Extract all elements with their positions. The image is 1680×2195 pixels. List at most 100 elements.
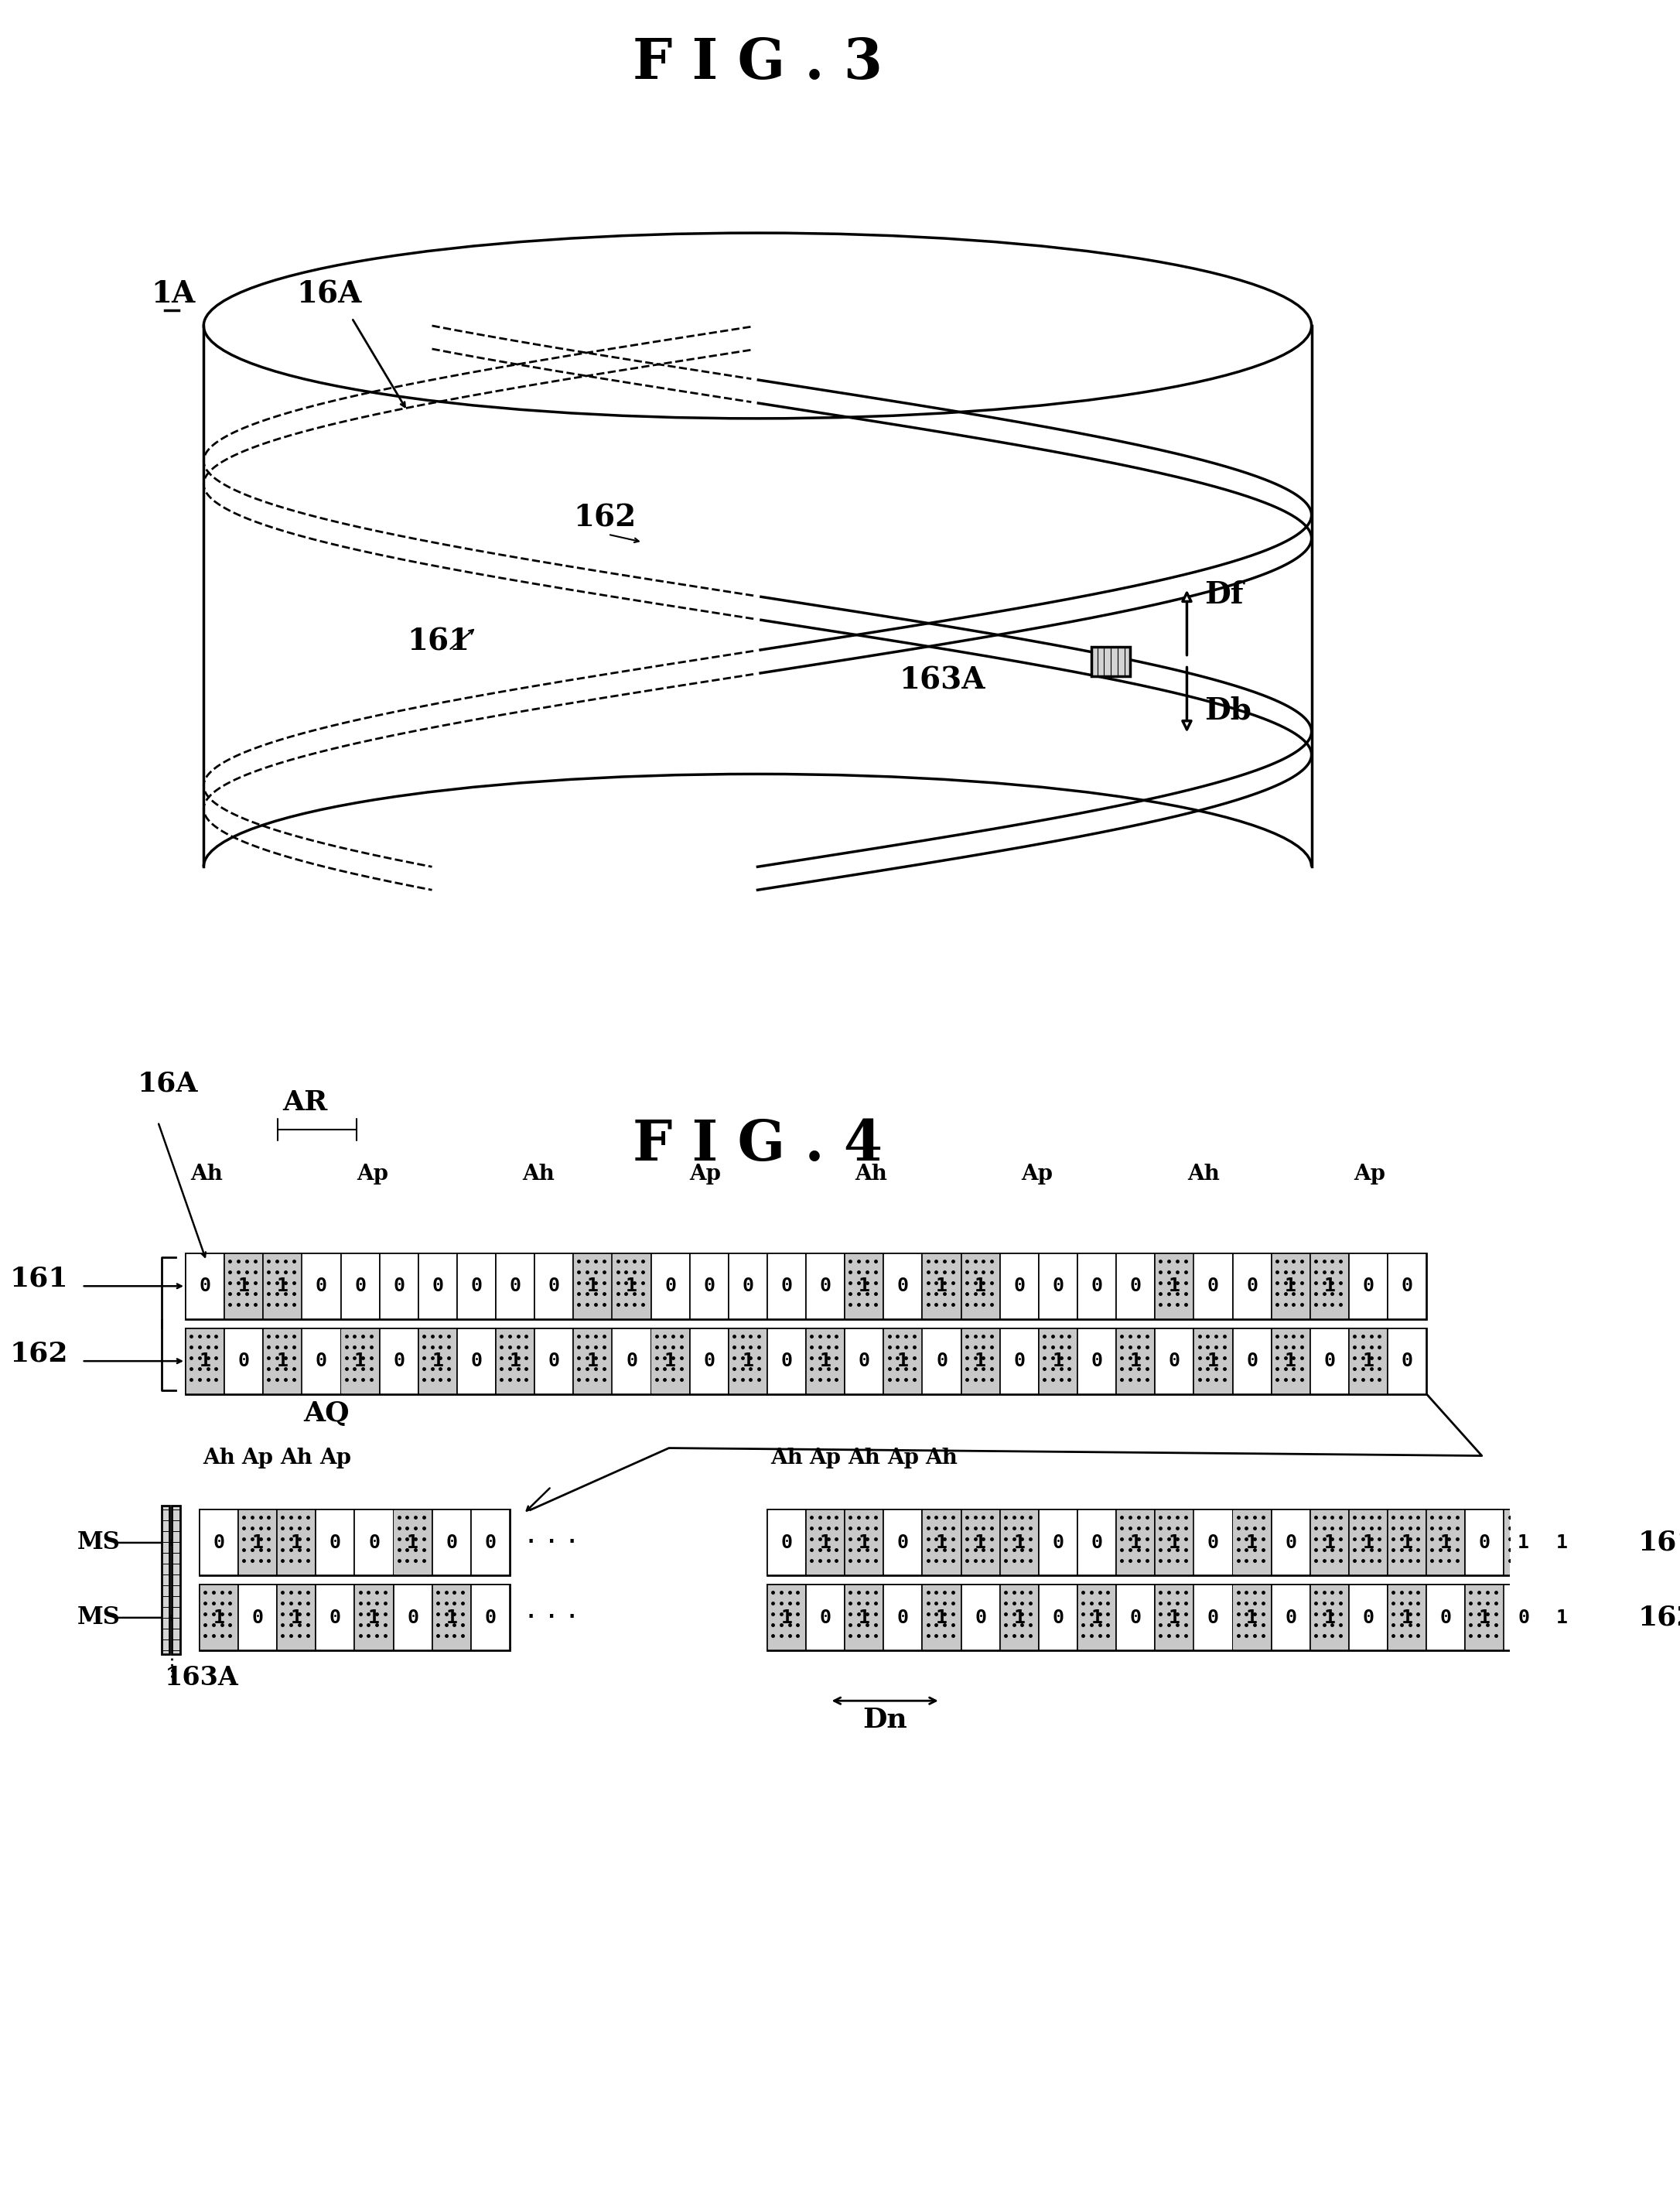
- Text: 1: 1: [1169, 1277, 1181, 1295]
- Text: · · ·: · · ·: [526, 1602, 576, 1633]
- Text: Ap: Ap: [356, 1163, 388, 1185]
- Bar: [239, 1510, 276, 1574]
- Text: 1: 1: [1247, 1609, 1258, 1626]
- Bar: [1000, 1253, 1038, 1319]
- Bar: [1349, 1328, 1388, 1394]
- Text: 1: 1: [407, 1534, 418, 1552]
- Bar: [186, 1253, 1426, 1319]
- Text: Dn: Dn: [862, 1708, 907, 1734]
- Text: 1A: 1A: [151, 279, 195, 309]
- Bar: [1117, 1328, 1154, 1394]
- Bar: [845, 1585, 884, 1651]
- Bar: [884, 1253, 922, 1319]
- FancyBboxPatch shape: [1092, 648, 1129, 676]
- Text: 1: 1: [1401, 1534, 1413, 1552]
- Text: 0: 0: [213, 1534, 225, 1552]
- Text: · · ·: · · ·: [526, 1526, 576, 1558]
- Text: 0: 0: [1090, 1352, 1102, 1370]
- Text: 1: 1: [1013, 1609, 1025, 1626]
- Bar: [1542, 1510, 1581, 1576]
- Bar: [1233, 1510, 1272, 1576]
- Bar: [768, 1585, 1581, 1651]
- Bar: [186, 1328, 223, 1394]
- Bar: [963, 1253, 1000, 1319]
- Text: 1: 1: [974, 1534, 986, 1552]
- Text: 1: 1: [354, 1352, 366, 1370]
- Text: 1: 1: [1556, 1534, 1567, 1552]
- Text: 0: 0: [407, 1609, 418, 1626]
- Bar: [961, 1253, 1000, 1319]
- Text: 1: 1: [974, 1277, 986, 1295]
- Bar: [264, 1328, 301, 1394]
- Bar: [1272, 1328, 1310, 1394]
- Text: 0: 0: [897, 1277, 909, 1295]
- Text: 1: 1: [1362, 1534, 1374, 1552]
- Bar: [418, 1253, 457, 1319]
- Text: 0: 0: [781, 1277, 793, 1295]
- Text: 1: 1: [1324, 1609, 1336, 1626]
- Bar: [922, 1585, 961, 1651]
- Text: 162: 162: [573, 503, 637, 533]
- Bar: [1349, 1328, 1388, 1394]
- Text: 0: 0: [1090, 1277, 1102, 1295]
- Text: AR: AR: [282, 1089, 328, 1115]
- Bar: [1038, 1585, 1077, 1651]
- Bar: [239, 1510, 277, 1576]
- Text: 1: 1: [1440, 1534, 1452, 1552]
- Text: 0: 0: [897, 1609, 909, 1626]
- Text: 16A: 16A: [138, 1069, 198, 1095]
- Text: Db: Db: [1205, 696, 1252, 724]
- Bar: [186, 1253, 225, 1319]
- Text: 1: 1: [1131, 1534, 1141, 1552]
- Text: 0: 0: [897, 1534, 909, 1552]
- Text: 1: 1: [936, 1609, 948, 1626]
- Bar: [1116, 1585, 1156, 1651]
- Text: 1: 1: [291, 1534, 302, 1552]
- Bar: [264, 1253, 302, 1319]
- Bar: [1156, 1510, 1194, 1576]
- Bar: [1310, 1328, 1349, 1394]
- Text: 1: 1: [1556, 1609, 1567, 1626]
- Text: MS: MS: [77, 1607, 121, 1629]
- Bar: [575, 1253, 612, 1319]
- Bar: [1156, 1253, 1194, 1319]
- Bar: [393, 1585, 432, 1651]
- Text: 0: 0: [1324, 1352, 1336, 1370]
- Text: 1: 1: [1247, 1534, 1258, 1552]
- Text: Ap: Ap: [1354, 1163, 1386, 1185]
- Bar: [1310, 1510, 1349, 1574]
- Bar: [768, 1253, 806, 1319]
- Bar: [1233, 1585, 1270, 1651]
- Bar: [380, 1328, 418, 1394]
- Text: 1: 1: [277, 1277, 289, 1295]
- Bar: [1156, 1585, 1193, 1651]
- Text: MS: MS: [77, 1530, 121, 1554]
- Bar: [961, 1585, 1000, 1651]
- Bar: [1542, 1585, 1581, 1651]
- Text: 0: 0: [329, 1609, 341, 1626]
- Text: 1: 1: [625, 1277, 637, 1295]
- Text: 1: 1: [1013, 1534, 1025, 1552]
- Text: Ah: Ah: [855, 1163, 887, 1185]
- Text: 1: 1: [858, 1534, 870, 1552]
- Bar: [1233, 1510, 1270, 1574]
- Bar: [302, 1328, 341, 1394]
- Bar: [1156, 1585, 1194, 1651]
- Text: 0: 0: [1285, 1609, 1297, 1626]
- Text: 1: 1: [820, 1352, 832, 1370]
- Bar: [200, 1510, 509, 1576]
- Bar: [1349, 1510, 1388, 1576]
- Bar: [200, 1585, 237, 1651]
- Text: 0: 0: [316, 1352, 328, 1370]
- Bar: [1233, 1253, 1272, 1319]
- Bar: [200, 1585, 509, 1651]
- Text: 1: 1: [974, 1352, 986, 1370]
- Text: 0: 0: [1052, 1534, 1063, 1552]
- Bar: [1079, 1585, 1116, 1651]
- Bar: [1272, 1253, 1310, 1319]
- Text: 0: 0: [936, 1352, 948, 1370]
- Bar: [1544, 1585, 1581, 1651]
- Bar: [534, 1328, 573, 1394]
- Bar: [612, 1328, 650, 1394]
- Bar: [200, 1510, 239, 1576]
